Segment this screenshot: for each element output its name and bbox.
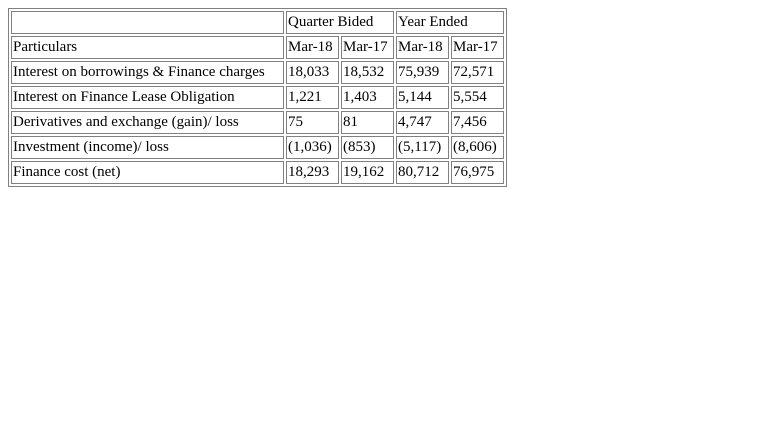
finance-cost-table-container: Quarter Bided Year Ended Particulars Mar… [8, 8, 507, 187]
header-year-ended: Year Ended [396, 11, 504, 34]
row-label: Interest on borrowings & Finance charges [11, 61, 284, 84]
row-label: Investment (income)/ loss [11, 136, 284, 159]
table-row: Derivatives and exchange (gain)/ loss 75… [11, 111, 504, 134]
header-blank-cell [11, 11, 284, 34]
column-header-quarter-mar17: Mar-17 [341, 36, 394, 59]
row-label: Interest on Finance Lease Obligation [11, 86, 284, 109]
column-header-year-mar17: Mar-17 [451, 36, 504, 59]
table-cell: 80,712 [396, 161, 449, 184]
header-quarter-bided: Quarter Bided [286, 11, 394, 34]
finance-cost-table: Quarter Bided Year Ended Particulars Mar… [8, 8, 507, 187]
table-cell: (8,606) [451, 136, 504, 159]
table-cell: 5,554 [451, 86, 504, 109]
table-cell: 72,571 [451, 61, 504, 84]
row-label: Finance cost (net) [11, 161, 284, 184]
table-cell: (853) [341, 136, 394, 159]
row-label: Derivatives and exchange (gain)/ loss [11, 111, 284, 134]
table-cell: 1,221 [286, 86, 339, 109]
table-cell: 19,162 [341, 161, 394, 184]
table-row: Interest on borrowings & Finance charges… [11, 61, 504, 84]
table-cell: 5,144 [396, 86, 449, 109]
table-cell: 75 [286, 111, 339, 134]
table-cell: 4,747 [396, 111, 449, 134]
table-cell: 18,532 [341, 61, 394, 84]
table-cell: 18,293 [286, 161, 339, 184]
table-cell: 76,975 [451, 161, 504, 184]
table-row: Interest on Finance Lease Obligation 1,2… [11, 86, 504, 109]
table-cell: (1,036) [286, 136, 339, 159]
table-cell: (5,117) [396, 136, 449, 159]
table-column-header-row: Particulars Mar-18 Mar-17 Mar-18 Mar-17 [11, 36, 504, 59]
table-cell: 81 [341, 111, 394, 134]
column-header-particulars: Particulars [11, 36, 284, 59]
table-row: Finance cost (net) 18,293 19,162 80,712 … [11, 161, 504, 184]
table-cell: 18,033 [286, 61, 339, 84]
column-header-year-mar18: Mar-18 [396, 36, 449, 59]
table-group-header-row: Quarter Bided Year Ended [11, 11, 504, 34]
table-cell: 75,939 [396, 61, 449, 84]
column-header-quarter-mar18: Mar-18 [286, 36, 339, 59]
table-cell: 7,456 [451, 111, 504, 134]
table-cell: 1,403 [341, 86, 394, 109]
table-row: Investment (income)/ loss (1,036) (853) … [11, 136, 504, 159]
